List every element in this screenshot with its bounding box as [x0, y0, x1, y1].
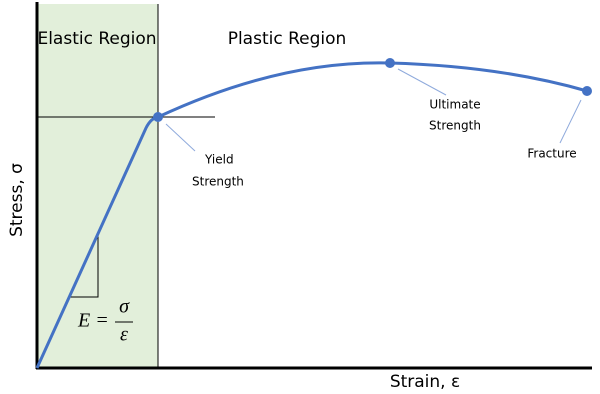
yield-label: Strength [192, 175, 244, 189]
formula-lhs: E = [77, 310, 109, 332]
plastic-label: Plastic Region [228, 29, 347, 49]
ultimate-label: Ultimate [429, 98, 480, 112]
slope-triangle [68, 233, 99, 298]
elastic-region-area [37, 4, 158, 368]
fracture-label: Fracture [527, 147, 576, 161]
fracture-arrow [559, 99, 582, 144]
elastic-label: Elastic Region [37, 29, 156, 49]
formula-denominator: ε [120, 324, 128, 346]
yield-point [153, 112, 163, 122]
fracture-point [582, 86, 592, 96]
ultimate-arrow [397, 68, 447, 96]
y-axis-label: Stress, σ [7, 163, 27, 237]
x-axis-label: Strain, ε [390, 372, 460, 392]
ultimate-label: Strength [429, 119, 481, 133]
yield-arrow [165, 123, 196, 152]
formula-numerator: σ [119, 296, 130, 318]
ultimate-point [385, 58, 395, 68]
yield-label: Yield [204, 153, 234, 167]
